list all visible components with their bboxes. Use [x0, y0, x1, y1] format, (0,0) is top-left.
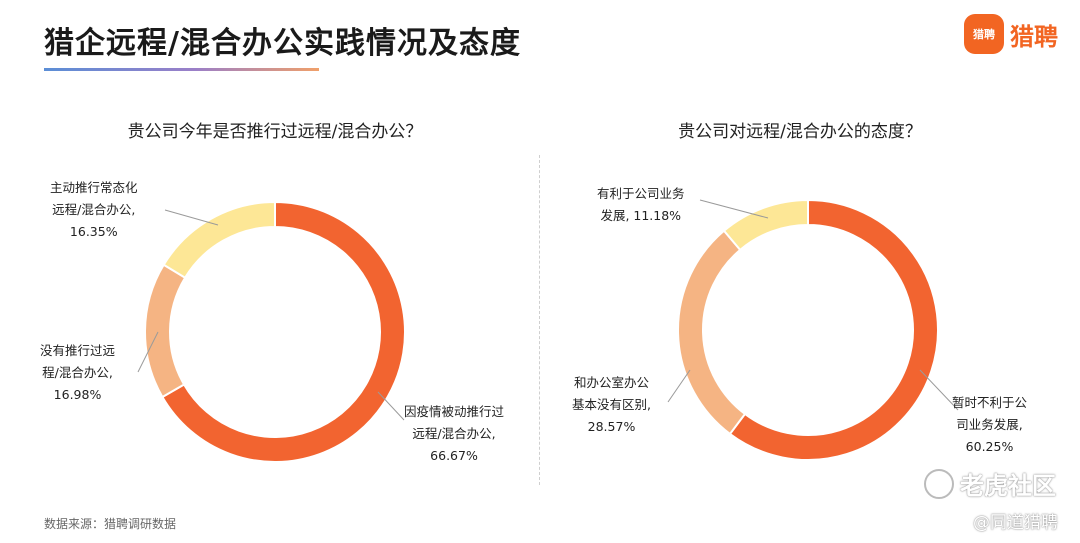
chart-title-left: 贵公司今年是否推行过远程/混合办公？ [127, 122, 423, 142]
leader-line-1-2 [699, 199, 769, 219]
donut-slice-0-0 [161, 200, 406, 463]
slice-label-right-1: 和办公室办公 基本没有区别, 28.57% [572, 375, 651, 434]
watermark: 老虎社区 [924, 466, 1056, 501]
brand-logo-icon: 猎聘 [964, 14, 1004, 54]
slice-label-right-2: 有利于公司业务 发展, 11.18% [597, 186, 685, 223]
title-underline [44, 68, 319, 71]
slice-label-left-1: 没有推行过远 程/混合办公, 16.98% [40, 343, 116, 402]
watermark-handle: @同道猎聘 [973, 513, 1058, 533]
brand: 猎聘 猎聘 [964, 14, 1058, 54]
leader-line-0-2 [164, 209, 219, 226]
leader-line-1-1 [667, 369, 691, 403]
slice-label-left-2: 主动推行常态化 远程/混合办公, 16.35% [50, 180, 138, 239]
leader-line-1-0 [919, 369, 959, 411]
chart-divider [539, 155, 540, 485]
data-source-note: 数据来源：猎聘调研数据 [44, 517, 177, 531]
chart-title-right: 贵公司对远程/混合办公的态度？ [678, 122, 922, 142]
watermark-logo-icon [924, 468, 954, 499]
slice-label-left-0: 因疫情被动推行过 远程/混合办公, 66.67% [404, 404, 505, 463]
leader-line-0-1 [137, 331, 159, 373]
donut-slice-1-2 [722, 198, 809, 252]
page-title: 猎企远程/混合办公实践情况及态度 [44, 26, 521, 61]
donut-slice-1-0 [728, 198, 939, 461]
slice-label-right-0: 暂时不利于公 司业务发展, 60.25% [952, 395, 1028, 454]
donut-slice-0-1 [144, 263, 187, 399]
donut-slice-1-1 [677, 229, 747, 436]
brand-name: 猎聘 [1010, 22, 1058, 51]
leader-line-0-0 [377, 391, 405, 421]
donut-slice-0-2 [162, 200, 276, 280]
